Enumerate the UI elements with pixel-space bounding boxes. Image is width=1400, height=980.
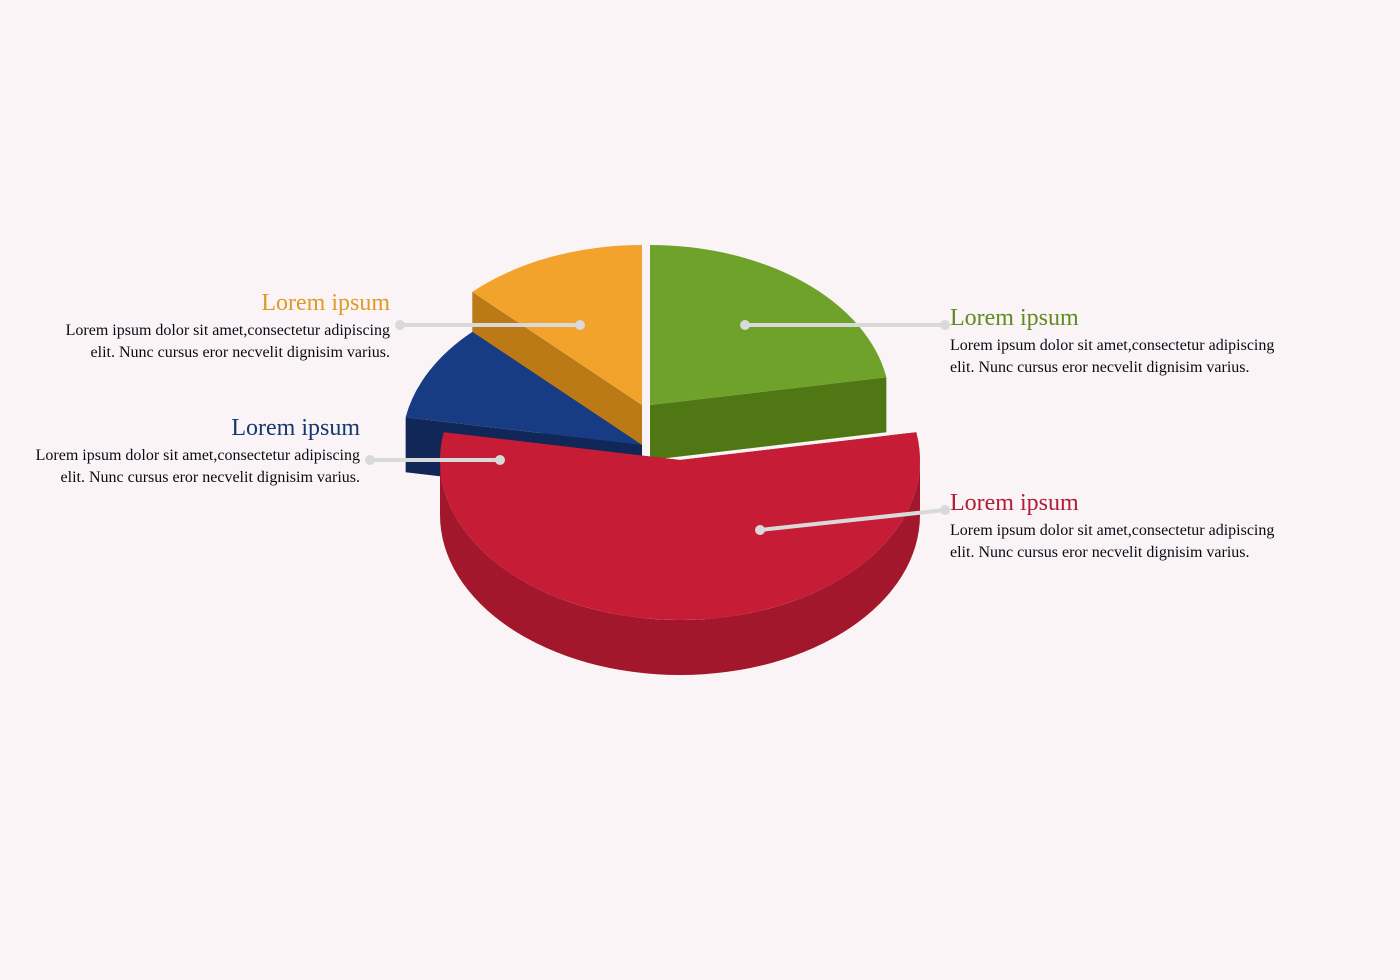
callout-orange-title: Lorem ipsum xyxy=(40,290,390,316)
leader-dot-green xyxy=(940,320,950,330)
callout-red: Lorem ipsum Lorem ipsum dolor sit amet,c… xyxy=(950,490,1300,564)
leader-dot-orange xyxy=(575,320,585,330)
callout-red-title: Lorem ipsum xyxy=(950,490,1300,516)
callout-orange-body: Lorem ipsum dolor sit amet,consectetur a… xyxy=(40,320,390,363)
leader-dot-red xyxy=(940,505,950,515)
callout-blue: Lorem ipsum Lorem ipsum dolor sit amet,c… xyxy=(10,415,360,489)
leader-dot-red xyxy=(755,525,765,535)
callout-orange: Lorem ipsum Lorem ipsum dolor sit amet,c… xyxy=(40,290,390,364)
callout-green-title: Lorem ipsum xyxy=(950,305,1300,331)
leader-dot-green xyxy=(740,320,750,330)
leader-dot-orange xyxy=(395,320,405,330)
leader-dot-blue xyxy=(495,455,505,465)
callout-blue-title: Lorem ipsum xyxy=(10,415,360,441)
pie-infographic: Lorem ipsum Lorem ipsum dolor sit amet,c… xyxy=(0,0,1400,980)
callout-green-body: Lorem ipsum dolor sit amet,consectetur a… xyxy=(950,335,1300,378)
callout-green: Lorem ipsum Lorem ipsum dolor sit amet,c… xyxy=(950,305,1300,379)
callout-red-body: Lorem ipsum dolor sit amet,consectetur a… xyxy=(950,520,1300,563)
callout-blue-body: Lorem ipsum dolor sit amet,consectetur a… xyxy=(10,445,360,488)
leader-dot-blue xyxy=(365,455,375,465)
